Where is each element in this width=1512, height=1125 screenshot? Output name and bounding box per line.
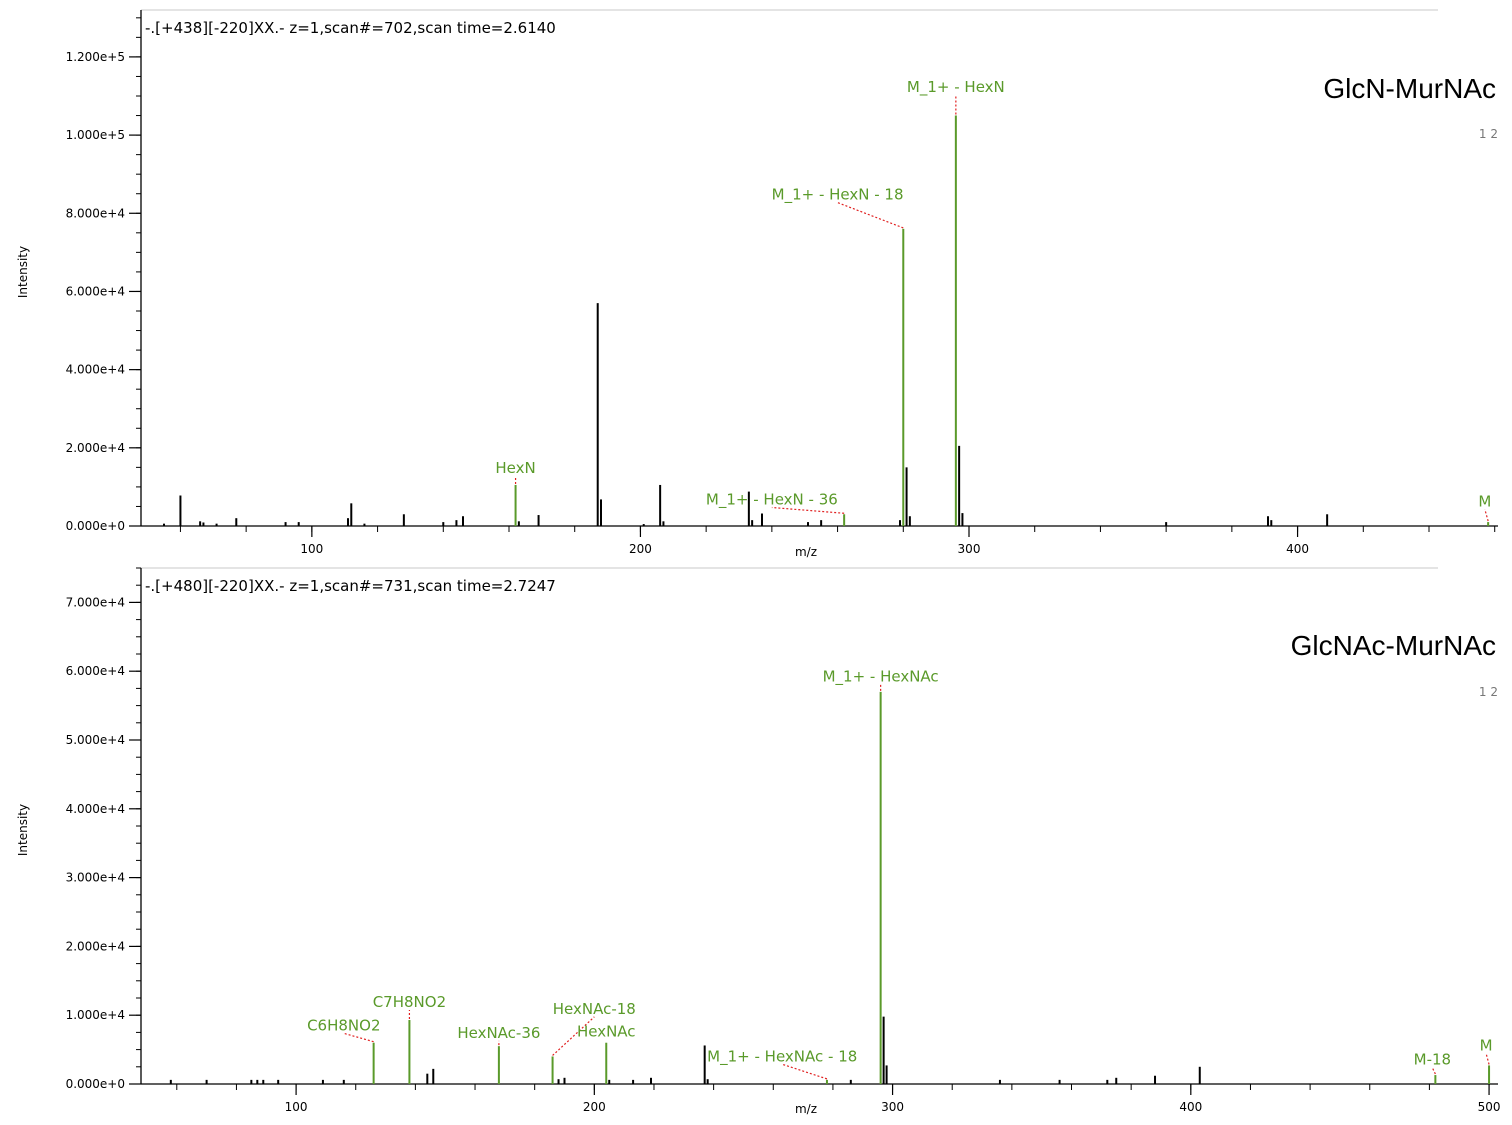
annotation-leader xyxy=(837,202,904,229)
x-tick-label: 300 xyxy=(881,1100,904,1114)
peak-annotation-label: M_1+ - HexN - 36 xyxy=(706,491,838,510)
x-tick-label: 200 xyxy=(629,542,652,556)
y-tick-label: 6.000e+4 xyxy=(66,284,125,298)
y-tick-label: 6.000e+4 xyxy=(66,664,125,678)
annotation-leader xyxy=(552,1016,595,1056)
y-tick-label: 0.000e+0 xyxy=(66,1077,125,1091)
peak-annotation-label: C6H8NO2 xyxy=(307,1016,380,1034)
annotation-leader xyxy=(343,1032,374,1043)
peak-annotation-label: C7H8NO2 xyxy=(373,993,446,1011)
y-axis-title: Intensity xyxy=(16,804,30,856)
y-tick-label: 8.000e+4 xyxy=(66,206,125,220)
y-tick-label: 5.000e+4 xyxy=(66,733,125,747)
scan-header: -.[+438][-220]XX.- z=1,scan#=702,scan ti… xyxy=(145,19,556,37)
y-tick-label: 1.200e+5 xyxy=(66,50,125,64)
spectrum-panel-2: 0.000e+0 1.000e+4 2.000e+4 3.000e+4 4.000e+4… xyxy=(16,567,1501,1116)
annotation-leader xyxy=(1485,1053,1490,1065)
peak-annotation-label: M_1+ - HexNAc - 18 xyxy=(707,1047,857,1066)
annotation-leader xyxy=(782,1063,828,1080)
spectrum-panel-1: 0.000e+0 2.000e+4 4.000e+4 6.000e+4 8.000e+4… xyxy=(16,9,1498,559)
y-tick-label: 3.000e+4 xyxy=(66,871,125,885)
y-tick-label: 4.000e+4 xyxy=(66,363,125,377)
x-tick-label: 300 xyxy=(958,542,981,556)
peak-annotation-label: HexNAc-36 xyxy=(457,1024,540,1042)
peak-annotation-label: M_1+ - HexN - 18 xyxy=(772,186,904,205)
annotation-leader xyxy=(1484,509,1489,522)
peak-annotation-label: HexN xyxy=(495,459,535,477)
peak-annotation-label: M xyxy=(1480,1036,1493,1054)
scan-header: -.[+480][-220]XX.- z=1,scan#=731,scan ti… xyxy=(145,577,556,595)
peak-annotation-label: M-18 xyxy=(1414,1051,1451,1069)
peak-annotation-label: HexNAc xyxy=(577,1023,636,1041)
x-axis-title: m/z xyxy=(795,1102,817,1116)
sample-label: GlcNAc-MurNAc xyxy=(1291,630,1496,661)
peak-annotation-label: M_1+ - HexN xyxy=(907,78,1005,97)
charge-state-label: 1 2 xyxy=(1479,127,1498,141)
x-tick-label: 500 xyxy=(1478,1100,1501,1114)
y-tick-label: 7.000e+4 xyxy=(66,595,125,609)
x-tick-label: 200 xyxy=(583,1100,606,1114)
x-tick-label: 100 xyxy=(285,1100,308,1114)
peak-annotation-label: HexNAc-18 xyxy=(553,1000,636,1018)
y-tick-label: 2.000e+4 xyxy=(66,441,125,455)
y-axis-title: Intensity xyxy=(16,246,30,298)
y-tick-label: 2.000e+4 xyxy=(66,939,125,953)
annotation-leader xyxy=(771,506,845,514)
charge-state-label: 1 2 xyxy=(1479,685,1498,699)
peak-annotation-label: M xyxy=(1478,492,1491,510)
y-tick-label: 1.000e+4 xyxy=(66,1008,125,1022)
sample-label: GlcN-MurNAc xyxy=(1323,73,1496,104)
peak-annotation-label: M_1+ - HexNAc xyxy=(823,668,939,687)
x-tick-label: 400 xyxy=(1179,1100,1202,1114)
y-tick-label: 1.000e+5 xyxy=(66,128,125,142)
x-tick-label: 400 xyxy=(1286,542,1309,556)
annotation-leader xyxy=(1431,1067,1436,1075)
x-tick-label: 100 xyxy=(300,542,323,556)
y-tick-label: 0.000e+0 xyxy=(66,519,125,533)
x-axis-title: m/z xyxy=(795,545,817,559)
y-tick-label: 4.000e+4 xyxy=(66,802,125,816)
